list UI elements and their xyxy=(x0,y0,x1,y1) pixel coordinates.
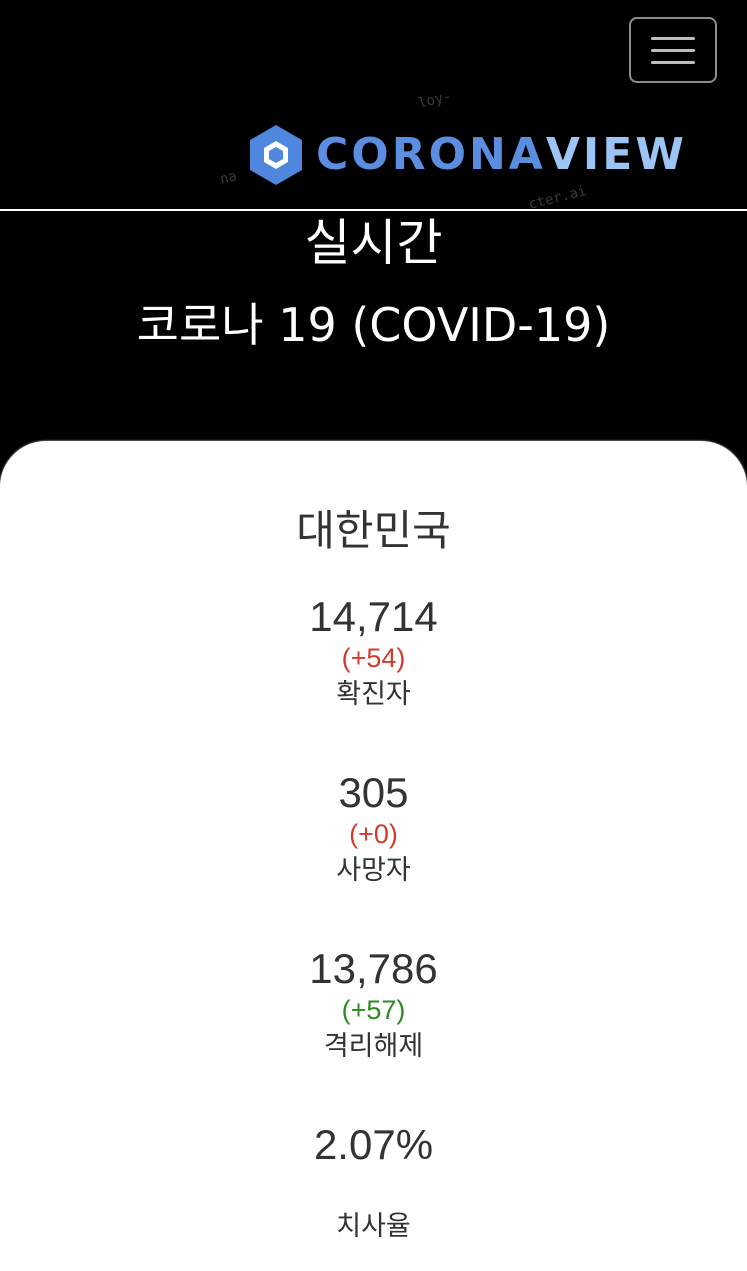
hamburger-menu-icon xyxy=(651,36,695,40)
stat-recovered-label: 격리해제 xyxy=(323,1031,424,1062)
stats-card: 대한민국 14,714 (+54) 확진자 305 (+0) 사망자 13,78… xyxy=(0,441,747,1271)
hamburger-menu-icon-bar xyxy=(651,48,695,52)
stat-fatality-rate: 2.07% 치사율 xyxy=(0,1121,747,1247)
hero-title-covid: 코로나 19 (COVID-19) xyxy=(136,298,611,352)
stat-deaths-value: 305 xyxy=(338,769,409,816)
navbar: loy- na cter.ai CORONA VIEW xyxy=(0,0,747,213)
hero-section: 실시간 코로나 19 (COVID-19) xyxy=(0,211,747,441)
stat-confirmed: 14,714 (+54) 확진자 xyxy=(0,593,747,715)
stat-recovered-delta: (+57) xyxy=(341,995,406,1025)
stat-deaths-label: 사망자 xyxy=(336,855,411,886)
stat-confirmed-value: 14,714 xyxy=(309,593,438,640)
watermark-text: loy- xyxy=(416,88,454,112)
stat-confirmed-label: 확진자 xyxy=(336,679,411,710)
hexagon-logo-icon xyxy=(250,125,302,185)
stat-recovered: 13,786 (+57) 격리해제 xyxy=(0,945,747,1067)
stat-confirmed-delta: (+54) xyxy=(341,643,406,673)
logo-text-corona: CORONA xyxy=(316,129,546,180)
stat-recovered-value: 13,786 xyxy=(309,945,438,992)
country-title: 대한민국 xyxy=(296,506,451,555)
stat-deaths-delta: (+0) xyxy=(349,819,398,849)
stat-fatality-rate-label: 치사율 xyxy=(336,1211,411,1242)
logo-text: CORONA VIEW xyxy=(316,133,687,177)
logo-text-view: VIEW xyxy=(545,129,687,180)
hero-title-realtime: 실시간 xyxy=(304,214,443,272)
stat-fatality-rate-value: 2.07% xyxy=(313,1121,434,1168)
site-logo[interactable]: CORONA VIEW xyxy=(248,122,687,188)
menu-toggle-button[interactable] xyxy=(629,17,717,83)
watermark-text: na xyxy=(218,168,239,188)
hamburger-menu-icon-bar xyxy=(651,60,695,64)
stat-deaths: 305 (+0) 사망자 xyxy=(0,769,747,891)
